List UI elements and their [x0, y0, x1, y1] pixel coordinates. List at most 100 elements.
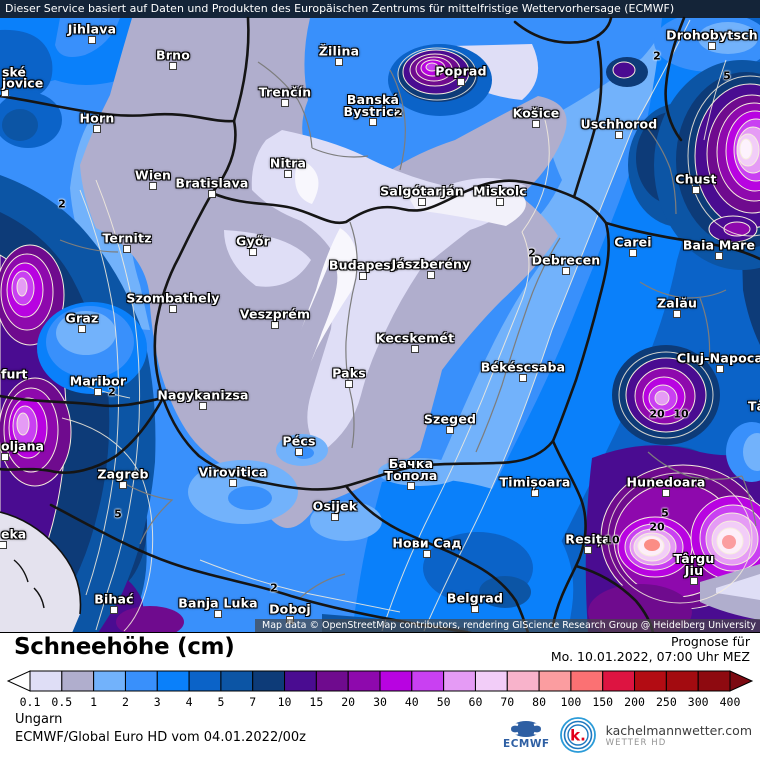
legend-tick: 10	[277, 695, 292, 709]
legend-tick: 15	[309, 695, 324, 709]
legend-tick: 150	[592, 695, 614, 709]
legend-cell	[61, 670, 95, 692]
kachelmann-wordmark: kachelmannwetter.com WETTER HD	[606, 723, 752, 748]
legend-cell	[538, 670, 572, 692]
legend-title: Schneehöhe (cm)	[14, 634, 235, 660]
city-label: Horn	[79, 110, 115, 126]
city-label: Carei	[614, 234, 652, 250]
city-label: Belgrad	[446, 590, 504, 606]
contour-value-label: 5	[661, 506, 669, 520]
legend-cell	[697, 670, 731, 692]
contour-value-label: 2	[270, 581, 278, 595]
city-marker	[531, 489, 539, 497]
city-marker	[94, 388, 102, 396]
city-marker	[692, 186, 700, 194]
legend-tick: 70	[500, 695, 515, 709]
city-label: Nagykanizsa	[157, 387, 249, 403]
city-marker	[369, 118, 377, 126]
city-label: Doboj	[269, 601, 311, 617]
city-marker	[427, 271, 435, 279]
city-marker	[1, 89, 9, 97]
legend-tick: 400	[719, 695, 741, 709]
legend-tick: 3	[153, 695, 161, 709]
city-marker	[615, 131, 623, 139]
city-marker	[708, 42, 716, 50]
city-marker	[411, 345, 419, 353]
city-label: Brno	[156, 47, 190, 63]
legend-tick: 30	[373, 695, 387, 709]
legend-left-arrow	[6, 670, 31, 692]
legend-cell	[602, 670, 636, 692]
city-label: Virovitica	[198, 464, 268, 480]
city-marker	[169, 305, 177, 313]
legend-cell	[252, 670, 286, 692]
contour-value-label: 2	[653, 49, 661, 63]
city-marker	[149, 182, 157, 190]
legend-tick: 250	[655, 695, 677, 709]
city-label: Nitra	[269, 155, 307, 171]
legend-tick: 7	[249, 695, 257, 709]
city-label: Veszprém	[239, 306, 311, 322]
prognosis-line1: Prognose für	[671, 634, 750, 649]
city-marker	[295, 448, 303, 456]
city-label: Jászberény	[391, 256, 471, 272]
contour-value-label: 2	[108, 385, 116, 399]
city-marker	[214, 610, 222, 618]
legend-cell	[506, 670, 540, 692]
legend-tick: 40	[404, 695, 419, 709]
city-marker	[1, 453, 9, 461]
prognosis-line2: Mo. 10.01.2022, 07:00 Uhr MEZ	[550, 649, 750, 664]
city-label: Timișoara	[499, 474, 571, 490]
kachelmann-k: k.	[570, 727, 586, 745]
legend-cell	[411, 670, 445, 692]
map-attribution: Map data © OpenStreetMap contributors, r…	[255, 619, 760, 632]
legend-cell	[570, 670, 604, 692]
city-marker	[110, 606, 118, 614]
city-label: Бачка Топола	[384, 456, 438, 483]
city-label: Salgótarján	[380, 183, 464, 199]
city-marker	[584, 546, 592, 554]
city-marker	[562, 267, 570, 275]
city-marker	[496, 198, 504, 206]
ecmwf-logo-text: ECMWF	[503, 738, 550, 750]
contour-value-label: 2	[528, 246, 536, 260]
city-label: Budapest	[328, 257, 398, 273]
legend-tick: 60	[468, 695, 483, 709]
city-label: Debrecen	[531, 252, 601, 268]
legend-tick: 0.5	[51, 695, 73, 709]
city-marker	[629, 249, 637, 257]
city-label: Osijek	[312, 498, 358, 514]
legend-cell	[634, 670, 667, 692]
city-label: Košice	[512, 105, 560, 121]
city-marker	[715, 252, 723, 260]
legend-cell	[665, 670, 699, 692]
city-label: Resița	[565, 531, 611, 547]
legend-cell	[93, 670, 126, 692]
city-marker	[208, 190, 216, 198]
kachelmann-sub: WETTER HD	[605, 737, 667, 748]
city-marker	[345, 380, 353, 388]
logo-area: ECMWF k. kachelmannwetter.com WETTER HD	[503, 716, 752, 754]
legend-cell	[156, 670, 190, 692]
city-marker	[423, 550, 431, 558]
legend-cell	[188, 670, 222, 692]
legend-tick: 200	[624, 695, 645, 709]
edge-city-label: Tă	[748, 398, 760, 414]
city-marker	[0, 541, 7, 549]
legend-tick: 1	[90, 695, 98, 709]
map-attribution-text: Map data © OpenStreetMap contributors, r…	[262, 620, 756, 631]
prognosis-block: Prognose für Mo. 10.01.2022, 07:00 Uhr M…	[551, 634, 750, 664]
contour-value-label: 2	[58, 197, 66, 211]
city-label: Maribor	[69, 373, 127, 389]
ecmwf-logo: ECMWF	[503, 720, 550, 750]
city-label: Trenčín	[258, 84, 312, 100]
legend-tick: 0.1	[19, 695, 41, 709]
city-marker	[335, 58, 343, 66]
city-label: Târgu Jiu	[673, 551, 715, 578]
city-label: Нови Сад	[392, 535, 462, 551]
legend-tick: 100	[560, 695, 582, 709]
snow-depth-map: Jihlava Brno Žilina Trenčín Poprad Banská Byst…	[0, 0, 760, 633]
contour-value-label: 5	[114, 507, 122, 521]
legend-tick: 4	[185, 695, 193, 709]
